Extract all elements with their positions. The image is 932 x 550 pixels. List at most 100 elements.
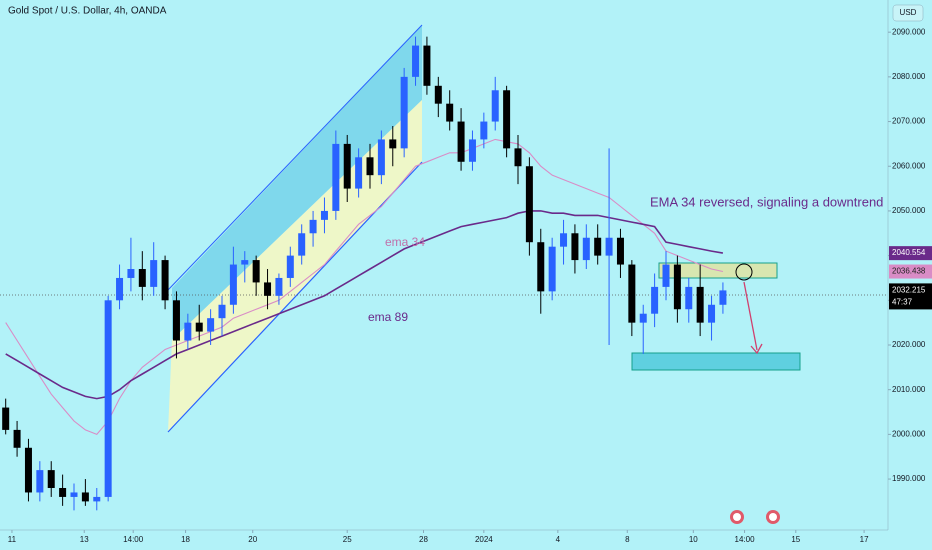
x-tick-label: 18 [181, 535, 190, 544]
candle-body [93, 496, 101, 502]
candle-body [13, 429, 21, 448]
candle-body [81, 492, 89, 502]
candle-body [355, 157, 363, 189]
candle-body [116, 277, 124, 301]
candle-body [104, 300, 112, 497]
candle-body [172, 300, 180, 341]
x-tick-label: 11 [8, 535, 17, 544]
candle-body [434, 85, 442, 104]
candle-body [309, 219, 317, 234]
candle-body [264, 282, 272, 296]
x-tick-label: 25 [343, 535, 352, 544]
candle-body [685, 286, 693, 310]
channel-upper [172, 25, 422, 340]
candle-body [184, 322, 192, 341]
candle-body [696, 286, 704, 323]
candle-body [457, 121, 465, 162]
candle-body [343, 143, 351, 189]
candle-body [594, 237, 602, 256]
candle-body [628, 264, 636, 323]
candle-body [320, 210, 328, 220]
x-tick-label: 14:00 [735, 535, 756, 544]
support-zone [631, 352, 801, 371]
ema-line [5, 138, 724, 436]
currency-box[interactable] [892, 4, 924, 22]
candle-body [560, 233, 568, 247]
candle-body [708, 304, 716, 323]
y-tick-label: 1990.000 [892, 474, 926, 483]
ema-label: ema 89 [368, 310, 408, 324]
y-tick-label: 2080.000 [892, 72, 926, 81]
candle-body [389, 139, 397, 149]
y-tick-label: 2060.000 [892, 161, 926, 170]
candle-body [446, 103, 454, 122]
candle-body [36, 470, 44, 493]
candle-body [423, 45, 431, 86]
price-tag [889, 246, 932, 261]
event-icon[interactable] [769, 513, 777, 521]
price-tag [889, 264, 932, 279]
candle-body [651, 286, 659, 314]
candle-body [537, 242, 545, 292]
x-tick-label: 8 [625, 535, 630, 544]
x-tick-label: 17 [860, 535, 869, 544]
ema-label: ema 34 [385, 235, 425, 249]
x-tick-label: 10 [689, 535, 698, 544]
y-tick-label: 2020.000 [892, 340, 926, 349]
x-tick-label: 20 [248, 535, 257, 544]
annotation: EMA 34 reversed, signaling a downtrend [650, 194, 883, 209]
candle-body [195, 322, 203, 332]
candle-body [298, 233, 306, 256]
y-tick-label: 2010.000 [892, 385, 926, 394]
chart-title: Gold Spot / U.S. Dollar, 4h, OANDA [8, 6, 167, 17]
candle-body [161, 260, 169, 301]
currency: USD [900, 8, 917, 17]
candle-body [47, 470, 55, 488]
candle-body [662, 264, 670, 287]
channel-line [167, 24, 423, 291]
candle-body [366, 157, 374, 176]
y-tick-label: 2090.000 [892, 27, 926, 36]
candle-body [252, 260, 260, 283]
candle-body [582, 237, 590, 261]
price-tag-label: 2036.438 [892, 267, 926, 276]
channel-line [167, 161, 423, 433]
candle-body [491, 90, 499, 122]
x-tick-label: 4 [556, 535, 561, 544]
candle-body [480, 121, 488, 140]
candle-body [673, 264, 681, 310]
candle-body [24, 447, 32, 493]
candle-body [138, 269, 146, 287]
candle-body [571, 233, 579, 261]
candle-body [525, 166, 533, 243]
candle-body [2, 407, 10, 430]
price-tag-label: 2032.215 [892, 286, 926, 295]
candle-body [59, 487, 67, 497]
highlight-circle [735, 263, 753, 281]
x-tick-label: 13 [80, 535, 89, 544]
ema-line [5, 210, 724, 400]
candle-body [616, 237, 624, 265]
candle-body [229, 264, 237, 305]
event-icon[interactable] [733, 513, 741, 521]
x-tick-label: 2024 [475, 535, 493, 544]
candle-body [332, 143, 340, 211]
candle-body [286, 255, 294, 278]
y-tick-label: 2000.000 [892, 429, 926, 438]
candle-body [377, 139, 385, 176]
candle-body [70, 492, 78, 497]
candle-body [548, 246, 556, 292]
x-tick-label: 28 [419, 535, 428, 544]
candle-body [400, 76, 408, 149]
arrow-head [750, 343, 763, 355]
candle-body [275, 277, 283, 296]
candle-body [207, 318, 215, 332]
candle-body [514, 148, 522, 167]
candle-body [412, 45, 420, 77]
candle-body [218, 304, 226, 319]
price-tag [889, 283, 932, 310]
x-tick-label: 14:00 [123, 535, 144, 544]
candle-body [150, 260, 158, 287]
